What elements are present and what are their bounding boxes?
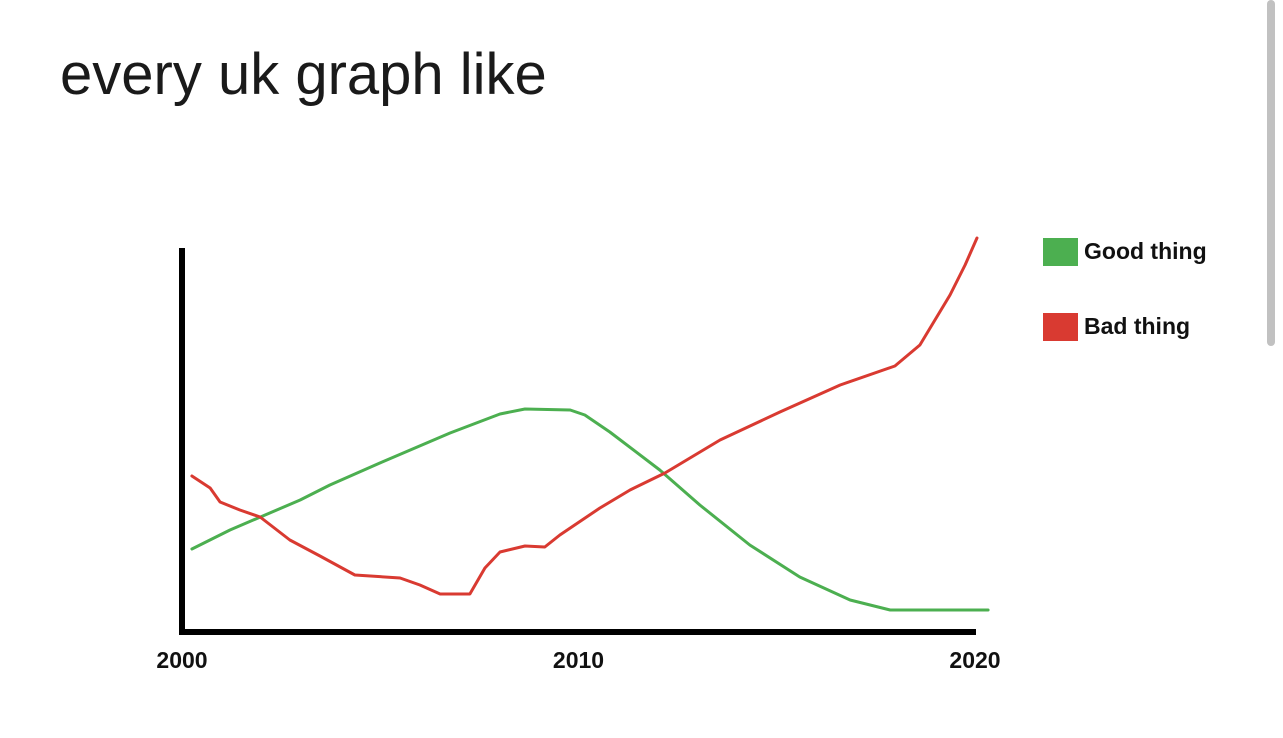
- legend-label: Bad thing: [1084, 313, 1190, 339]
- legend-swatch: [1043, 313, 1078, 341]
- x-tick-label: 2020: [949, 647, 1000, 673]
- x-tick-label: 2010: [553, 647, 604, 673]
- data-line: [190, 236, 979, 596]
- x-tick-label: 2000: [156, 647, 207, 673]
- legend-label: Good thing: [1084, 238, 1207, 264]
- chart-title: every uk graph like: [60, 42, 547, 107]
- legend-swatch: [1043, 238, 1078, 266]
- data-line: [190, 407, 990, 612]
- scrollbar[interactable]: [1267, 0, 1275, 346]
